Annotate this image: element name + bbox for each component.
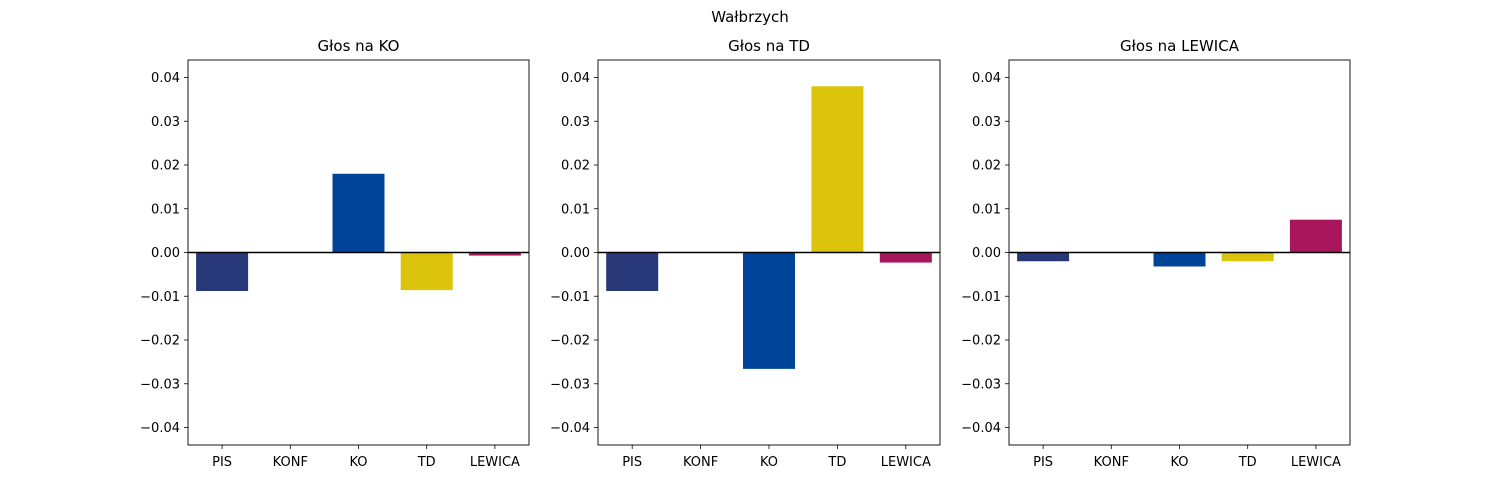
bar-td <box>811 86 864 253</box>
bar-lewica <box>879 252 932 263</box>
y-tick-label: −0.01 <box>550 290 590 305</box>
x-tick-label: KONF <box>273 455 308 470</box>
y-tick-label: 0.03 <box>561 115 590 130</box>
y-tick-label: 0.01 <box>972 202 1001 217</box>
bar-pis <box>196 252 249 291</box>
y-tick-label: −0.01 <box>140 290 180 305</box>
x-tick-label: TD <box>1238 455 1257 470</box>
bar-lewica <box>1289 219 1342 253</box>
y-tick-label: 0.01 <box>561 202 590 217</box>
y-tick-label: 0.02 <box>561 159 590 174</box>
bar-td <box>400 252 453 291</box>
y-tick-label: 0.02 <box>972 159 1001 174</box>
y-tick-label: 0.03 <box>151 115 180 130</box>
y-tick-label: 0.03 <box>972 115 1001 130</box>
y-tick-label: −0.04 <box>961 421 1001 436</box>
x-tick-label: KO <box>760 455 778 470</box>
bar-ko <box>743 252 795 369</box>
y-tick-label: 0.00 <box>561 246 590 261</box>
y-tick-label: −0.03 <box>140 377 180 392</box>
bar-pis <box>1017 252 1070 262</box>
y-tick-label: −0.04 <box>140 421 180 436</box>
figure-suptitle: Wałbrzych <box>711 8 789 26</box>
plot-frame <box>597 59 941 446</box>
plot-frame <box>187 59 530 446</box>
x-tick-label: LEWICA <box>470 455 520 470</box>
x-tick-label: PIS <box>1033 455 1053 470</box>
x-tick-label: TD <box>417 455 436 470</box>
y-tick-label: 0.02 <box>151 159 180 174</box>
y-tick-label: 0.04 <box>151 71 180 86</box>
x-tick-label: KONF <box>683 455 718 470</box>
subplot-2: Głos na TD −0.04 −0.03 −0.02 −0.01 0.00 0.01 0.… <box>550 37 941 470</box>
y-tick-label: −0.03 <box>550 377 590 392</box>
y-tick-label: −0.04 <box>550 421 590 436</box>
bar-td <box>1221 252 1274 262</box>
x-tick-label: PIS <box>212 455 232 470</box>
subplot-title: Głos na KO <box>318 37 400 55</box>
y-tick-label: 0.04 <box>561 71 590 86</box>
y-tick-label: 0.00 <box>972 246 1001 261</box>
y-tick-label: 0.01 <box>151 202 180 217</box>
y-tick-label: 0.04 <box>972 71 1001 86</box>
y-tick-label: −0.02 <box>140 334 180 349</box>
x-tick-label: KO <box>1170 455 1188 470</box>
bar-pis <box>606 252 659 291</box>
bar-ko <box>332 173 385 253</box>
y-tick-label: −0.01 <box>961 290 1001 305</box>
bar-lewica <box>468 252 521 256</box>
subplot-title: Głos na TD <box>728 37 810 55</box>
x-tick-label: PIS <box>622 455 642 470</box>
x-tick-label: KO <box>349 455 367 470</box>
subplot-title: Głos na LEWICA <box>1120 37 1240 55</box>
y-tick-label: −0.02 <box>550 334 590 349</box>
x-tick-label: TD <box>827 455 846 470</box>
plot-frame <box>1008 59 1351 446</box>
subplot-3: Głos na LEWICA −0.04 −0.03 −0.02 −0.01 0.00 0.… <box>961 37 1351 470</box>
y-tick-label: −0.03 <box>961 377 1001 392</box>
x-tick-label: LEWICA <box>881 455 931 470</box>
bar-ko <box>1153 252 1206 267</box>
x-tick-label: KONF <box>1094 455 1129 470</box>
subplots: Głos na KO −0.04 −0.03 −0.02 −0.01 0.00 0.01 0.… <box>140 37 1351 470</box>
subplot-1: Głos na KO −0.04 −0.03 −0.02 −0.01 0.00 0.01 0.… <box>140 37 530 470</box>
x-tick-label: LEWICA <box>1291 455 1341 470</box>
y-tick-label: −0.02 <box>961 334 1001 349</box>
y-tick-label: 0.00 <box>151 246 180 261</box>
